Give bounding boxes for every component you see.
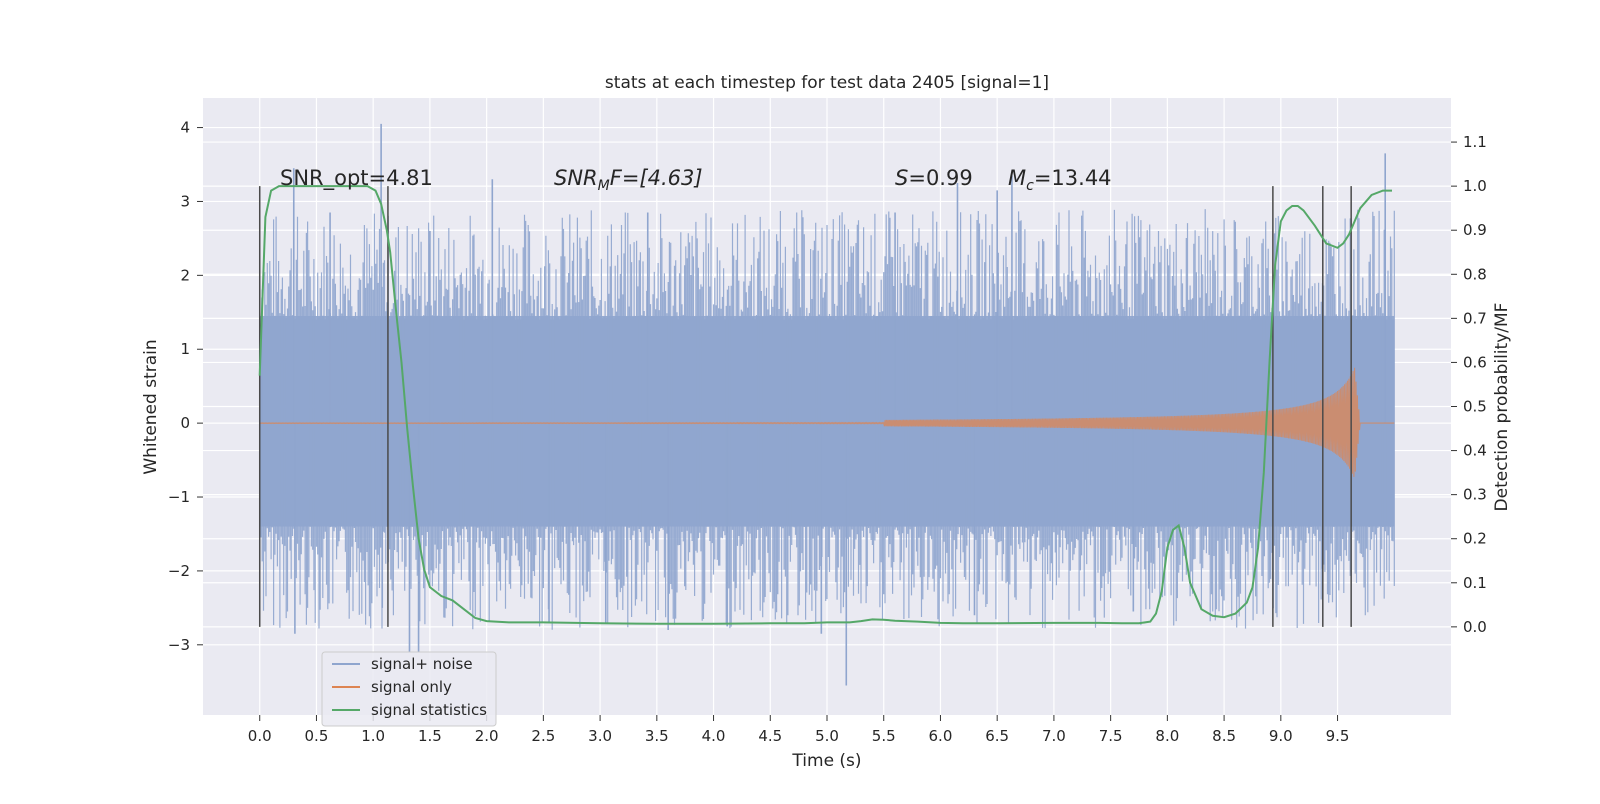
annotations: SNR_opt=4.81 SNRMF=[4.63] S=0.99 Mc=13.4… bbox=[280, 166, 1112, 194]
x-tick-label: 9.5 bbox=[1326, 727, 1350, 745]
legend-label-signal-statistics: signal statistics bbox=[371, 701, 487, 719]
x-tick-label: 8.0 bbox=[1155, 727, 1179, 745]
x-tick-label: 9.0 bbox=[1269, 727, 1293, 745]
x-tick-label: 5.5 bbox=[872, 727, 896, 745]
signal-statistics-line bbox=[258, 185, 1392, 625]
x-axis-label: Time (s) bbox=[791, 751, 861, 771]
legend-label-signal-noise: signal+ noise bbox=[371, 655, 473, 673]
y-right-tick-label: 0.0 bbox=[1463, 618, 1487, 636]
s-value: =0.99 bbox=[908, 166, 972, 190]
y-tick-label: 0 bbox=[180, 414, 190, 432]
x-tick-label: 0.0 bbox=[248, 727, 272, 745]
y-tick-label: −3 bbox=[168, 636, 190, 654]
y-right-axis-label: Detection probability/MF bbox=[1492, 303, 1512, 512]
s-annotation: S=0.99 bbox=[895, 166, 973, 190]
snr-mf-rest: F=[4.63] bbox=[610, 166, 703, 190]
snr-mf-base: SNR bbox=[554, 166, 598, 190]
y-right-tick-label: 0.1 bbox=[1463, 574, 1487, 592]
x-tick-label: 3.5 bbox=[645, 727, 669, 745]
y-right-tick-label: 0.4 bbox=[1463, 442, 1487, 460]
legend-label-signal-only: signal only bbox=[371, 678, 452, 696]
x-tick-label: 4.5 bbox=[758, 727, 782, 745]
y-tick-label: 1 bbox=[180, 340, 190, 358]
x-tick-label: 1.5 bbox=[418, 727, 442, 745]
y-right-tick-label: 1.0 bbox=[1463, 177, 1487, 195]
y-right-tick-label: 1.1 bbox=[1463, 133, 1487, 151]
snr-opt-annotation: SNR_opt=4.81 bbox=[280, 166, 433, 191]
x-tick-label: 0.5 bbox=[305, 727, 329, 745]
x-tick-label: 5.0 bbox=[815, 727, 839, 745]
x-tick-label: 6.5 bbox=[985, 727, 1009, 745]
y-axis-label: Whitened strain bbox=[141, 339, 161, 474]
s-symbol: S bbox=[895, 166, 908, 190]
x-tick-label: 4.0 bbox=[702, 727, 726, 745]
data-layer bbox=[258, 123, 1395, 686]
y-tick-label: 3 bbox=[180, 192, 190, 210]
snr-mf-annotation: SNRMF=[4.63] bbox=[554, 166, 703, 194]
x-tick-label: 7.0 bbox=[1042, 727, 1066, 745]
x-tick-label: 2.5 bbox=[531, 727, 555, 745]
y-tick-label: 4 bbox=[180, 119, 190, 137]
snr-mf-subscript: M bbox=[598, 178, 610, 194]
legend: signal+ noise signal only signal statist… bbox=[321, 651, 497, 727]
tick-layer: 0.0 0.5 1.0 1.5 2.0 2.5 3.0 3.5 4.0 4.5 5.0 5.5 6.0 6… bbox=[168, 119, 1487, 745]
x-tick-label: 8.5 bbox=[1212, 727, 1236, 745]
y-tick-label: 2 bbox=[180, 266, 190, 284]
y-right-tick-label: 0.7 bbox=[1463, 309, 1487, 327]
y-tick-label: −2 bbox=[168, 562, 190, 580]
y-right-tick-label: 0.5 bbox=[1463, 398, 1487, 416]
mc-value: =13.44 bbox=[1034, 166, 1112, 190]
mc-subscript: c bbox=[1026, 178, 1034, 194]
mc-symbol: M bbox=[1008, 166, 1026, 190]
y-right-tick-label: 0.9 bbox=[1463, 221, 1487, 239]
y-right-tick-label: 0.2 bbox=[1463, 530, 1487, 548]
chart-title: stats at each timestep for test data 240… bbox=[605, 73, 1049, 93]
y-right-tick-label: 0.3 bbox=[1463, 486, 1487, 504]
y-tick-label: −1 bbox=[168, 488, 190, 506]
x-tick-label: 2.0 bbox=[475, 727, 499, 745]
x-tick-label: 7.5 bbox=[1099, 727, 1123, 745]
y-right-tick-label: 0.8 bbox=[1463, 265, 1487, 283]
y-right-tick-label: 0.6 bbox=[1463, 353, 1487, 371]
x-tick-label: 6.0 bbox=[929, 727, 953, 745]
legend-box bbox=[321, 651, 497, 727]
x-tick-label: 3.0 bbox=[588, 727, 612, 745]
x-tick-label: 1.0 bbox=[361, 727, 385, 745]
signal-only-line bbox=[259, 367, 1395, 477]
mc-annotation: Mc=13.44 bbox=[1008, 166, 1112, 194]
